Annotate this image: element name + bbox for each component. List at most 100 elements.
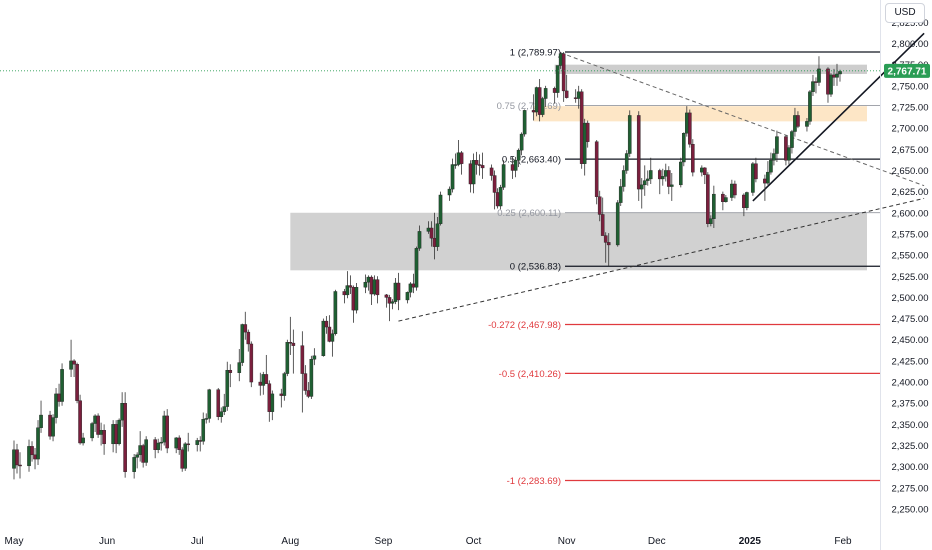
candle-65 [285,339,290,377]
candle-103 [447,186,452,201]
candle-50 [222,393,227,416]
candle-body [636,115,641,190]
candle-body [411,283,416,288]
candle-191 [826,67,830,103]
candle-body [552,88,557,93]
candle-body [459,152,464,164]
candle-body [808,91,812,122]
candle-body [453,164,458,166]
candle-body [733,183,737,196]
candle-12 [60,363,64,406]
candle-62 [270,390,275,421]
candle-71 [309,355,314,399]
candle-body [162,415,166,443]
candle-body [288,342,293,344]
candle-body [36,427,40,460]
candle-body [790,131,794,148]
candle-body [243,324,248,333]
candle-body [492,175,497,193]
candle-36 [162,410,166,446]
candle-body [417,231,422,249]
candle-body [405,292,410,301]
y-tick-16: 2,425.00 [892,356,929,367]
candle-body [363,281,368,288]
candle-33 [153,437,157,459]
candle-74 [324,316,329,334]
candle-body [141,445,145,463]
y-tick-22: 2,275.00 [892,483,929,494]
candle-111 [477,154,482,176]
candle-177 [766,161,770,185]
candle-86 [372,275,377,296]
candle-body [763,178,767,184]
candle-body [306,390,311,397]
candle-67 [291,329,296,374]
fib-label-3: 0.25 (2,600.11) [497,208,561,219]
candle-136 [582,118,587,176]
candle-body [754,163,758,180]
candle-46 [204,413,209,424]
candle-body [745,192,749,208]
candle-body [534,87,539,113]
candle-body [787,147,791,161]
x-tick-5: Oct [466,536,482,547]
candle-body [384,294,389,298]
candle-59 [261,371,266,395]
candle-body [57,393,61,402]
x-axis[interactable]: May Jun Jul Aug Sep Oct Nov Dec 2025 Feb [5,536,853,547]
candle-body [60,369,64,402]
candle-body [450,164,455,190]
candle-8 [48,410,52,440]
candle-body [489,167,494,176]
candle-101 [435,217,440,251]
candle-135 [579,89,584,169]
candle-90 [390,299,395,310]
candle-body [120,403,124,421]
candle-body [348,285,353,288]
y-tick-8: 2,625.00 [892,187,929,198]
candle-87 [375,276,380,304]
y-axis[interactable]: 2,825.002,800.002,775.002,750.002,725.00… [892,18,929,516]
currency-badge[interactable]: USD [885,3,925,23]
candle-body [96,415,100,435]
candle-52 [228,364,233,388]
candle-142 [606,233,611,267]
candle-body [387,297,392,304]
candle-47 [207,388,212,423]
candle-body [621,170,626,187]
candle-108 [468,160,473,193]
candle-body [432,237,437,247]
candle-38 [174,437,178,454]
candle-body [153,439,157,450]
candle-body [216,389,221,417]
candle-body [769,160,773,173]
candle-37 [165,409,169,454]
candle-body [838,71,842,75]
candle-body [258,381,263,386]
candle-133 [573,89,578,103]
candle-70 [306,382,311,399]
candle-124 [534,86,539,117]
candle-145 [621,165,626,192]
candle-85 [369,275,374,306]
candle-body [597,196,602,215]
y-tick-21: 2,300.00 [892,462,929,473]
candle-4 [30,441,34,462]
candle-116 [498,184,503,210]
candle-body [573,97,578,99]
candle-body [93,415,97,424]
candle-41 [183,442,188,471]
candle-187 [808,90,812,125]
candle-body [679,161,683,186]
candle-body [201,419,206,442]
candle-body [33,454,37,460]
candle-body [817,68,821,83]
candle-66 [288,316,293,355]
current-price-text: 2,767.71 [888,66,927,77]
candle-102 [438,191,443,226]
candle-104 [450,158,455,193]
candle-body [685,112,689,134]
candle-body [805,121,809,127]
candle-147 [627,110,632,157]
